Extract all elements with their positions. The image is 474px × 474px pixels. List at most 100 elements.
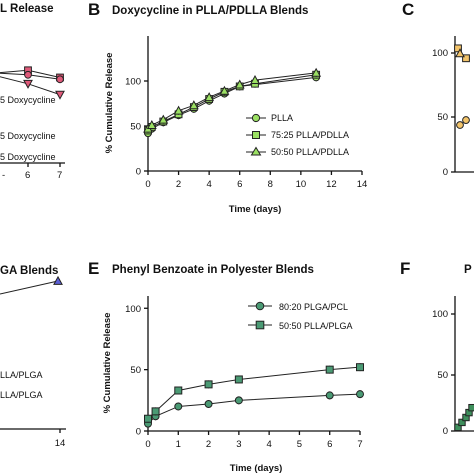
x-tick-label: 5 [297, 439, 302, 450]
legend-50-50: 50:50 PLLA/PDLLA [271, 147, 349, 157]
data-point-square [174, 386, 183, 395]
data-point-square [356, 363, 364, 372]
legend-triangle-marker [250, 146, 262, 156]
x-tick-label: 0 [145, 179, 150, 190]
panel-e-series [144, 363, 364, 428]
data-point-square [325, 365, 334, 374]
panel-a-legend-1: 5 Doxycycline [0, 95, 56, 105]
legend-75-25: 75:25 PLLA/PDLLA [271, 130, 349, 140]
panel-f-title: P [464, 264, 472, 276]
panel-b-legend: PLLA 75:25 PLLA/PDLLA 50:50 PLLA/PDLLA [246, 113, 349, 157]
panel-a-legend-2: 5 Doxycycline [0, 131, 56, 141]
panel-a: L Release - 6 7 5 Doxycycline 5 Doxycycl… [0, 3, 65, 181]
legend-circle-marker [251, 113, 261, 123]
data-point-triangle [219, 85, 230, 95]
panel-c-point [456, 121, 464, 129]
data-point-square [204, 380, 213, 389]
y-tick-label: 100 [125, 304, 141, 315]
series-line-2 [147, 72, 317, 130]
x-tick-label: 10 [296, 179, 307, 190]
panel-c-tick-label: 0 [443, 167, 448, 178]
panel-b-title: Doxycycline in PLLA/PDLLA Blends [112, 5, 308, 17]
x-tick-label: 1 [176, 439, 181, 450]
panel-a-point [56, 75, 64, 84]
data-point-circle [204, 400, 213, 408]
panel-b-series [143, 67, 322, 138]
x-tick-label: 4 [206, 179, 211, 190]
x-tick-label: 2 [176, 179, 181, 190]
data-point-circle [234, 396, 243, 405]
x-tick-label: 2 [206, 439, 211, 450]
panel-a-point [24, 70, 32, 79]
panel-d-line [0, 280, 59, 295]
data-point-triangle [188, 100, 199, 110]
data-point-circle [325, 391, 334, 400]
panel-a-point [23, 79, 33, 89]
x-tick-label: 0 [145, 439, 150, 450]
panel-c-label: C [402, 0, 414, 19]
panel-c-point [462, 116, 470, 124]
panel-f-point [468, 403, 474, 412]
panel-a-title: L Release [0, 3, 54, 15]
panel-d-title: GA Blends [0, 265, 58, 277]
series-line-1 [147, 74, 317, 131]
panel-e-axes: 0 1 2 3 4 5 6 7 0 50 100 [125, 296, 363, 450]
x-tick-label: 4 [266, 439, 271, 450]
panel-d-tick-label: 14 [55, 438, 66, 449]
panel-f-point [454, 423, 462, 432]
panel-f-tick-label: 50 [437, 370, 448, 381]
legend-plla: PLLA [271, 113, 293, 123]
panel-d-series [53, 275, 63, 285]
panel-f-point [458, 418, 466, 427]
panel-a-series [0, 66, 65, 100]
legend-square-marker [255, 320, 265, 330]
panel-c-tick-label: 50 [437, 112, 448, 123]
panel-d-legend-1: LLA/PLGA [0, 370, 43, 380]
data-point-triangle [250, 74, 260, 84]
legend-square-marker [252, 131, 260, 139]
panel-c-point [454, 44, 462, 53]
data-point-circle [174, 402, 183, 411]
y-tick-label: 50 [130, 365, 141, 376]
y-tick-label: 50 [130, 122, 141, 133]
legend-circle-marker [255, 301, 265, 311]
panel-a-tick-label: - [2, 170, 5, 181]
data-point-square [144, 414, 152, 423]
panel-a-legend-3: 5 Doxycycline [0, 152, 56, 162]
panel-e: E Phenyl Benzoate in Polyester Blends % … [88, 259, 364, 474]
panel-d-point [53, 275, 63, 285]
panel-c-series [454, 44, 470, 129]
panel-a-tick-label: 6 [25, 170, 30, 181]
panel-b-y-axis-title: % Cumulative Release [104, 53, 115, 154]
panel-f-tick-label: 0 [443, 426, 448, 437]
x-tick-label: 12 [326, 179, 337, 190]
data-point-triangle [173, 105, 184, 115]
data-point-triangle [146, 119, 157, 129]
y-tick-label: 0 [136, 167, 141, 178]
panel-c-point [455, 48, 465, 58]
panel-e-x-axis-title: Time (days) [230, 463, 283, 474]
panel-f: F P 0 50 100 [400, 259, 474, 437]
data-point-triangle [204, 92, 215, 102]
data-point-square [151, 407, 160, 416]
panel-d: GA Blends 14 LLA/PLGA LLA/PLGA [0, 265, 66, 449]
panel-a-tick-label: 7 [57, 170, 62, 181]
panel-d-legend-2: LLA/PLGA [0, 390, 43, 400]
panel-c-tick-label: 100 [432, 48, 448, 59]
series-line-0 [147, 76, 317, 134]
panel-a-point [55, 90, 65, 100]
x-tick-label: 6 [327, 439, 332, 450]
data-point-square [234, 375, 243, 384]
x-tick-label: 7 [357, 439, 362, 450]
data-point-triangle [158, 114, 169, 124]
panel-f-series [454, 403, 474, 432]
panel-e-y-axis-title: % Cumulative Release [102, 313, 113, 414]
panel-e-title: Phenyl Benzoate in Polyester Blends [112, 264, 314, 276]
panel-b: B Doxycycline in PLLA/PDLLA Blends % Cum… [88, 0, 367, 215]
data-point-circle [356, 390, 364, 399]
panel-e-label: E [88, 259, 99, 278]
x-tick-label: 8 [268, 179, 273, 190]
panel-f-tick-label: 100 [432, 309, 448, 320]
data-point-triangle [234, 79, 245, 89]
panel-c: C 0 50 100 [402, 0, 474, 178]
